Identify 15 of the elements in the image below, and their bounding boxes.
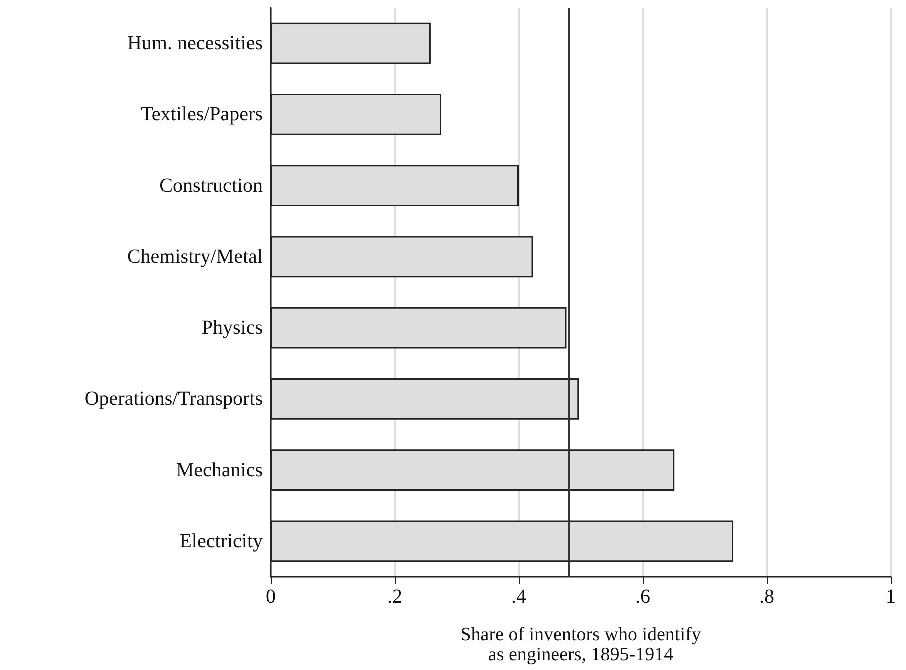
y-tick-label: Chemistry/Metal	[127, 246, 264, 268]
x-tick-label: .8	[760, 586, 774, 608]
y-tick-label: Textiles/Papers	[141, 104, 264, 126]
y-tick-label: Operations/Transports	[84, 388, 264, 410]
y-tick-label: Electricity	[180, 530, 263, 552]
x-tick-label: 0	[266, 586, 276, 608]
x-tick-label: 1	[886, 586, 896, 608]
y-tick-label: Construction	[160, 174, 263, 197]
y-tick-label: Hum. necessities	[127, 32, 264, 55]
y-tick-label: Physics	[202, 317, 264, 340]
y-tick-label: Mechanics	[176, 459, 264, 482]
x-tick-label: .6	[636, 586, 650, 608]
x-tick-label: .4	[512, 586, 526, 608]
x-tick-label: .2	[388, 586, 402, 608]
x-axis-title: Share of inventors who identify as engineers, 1895-1914	[460, 624, 702, 666]
